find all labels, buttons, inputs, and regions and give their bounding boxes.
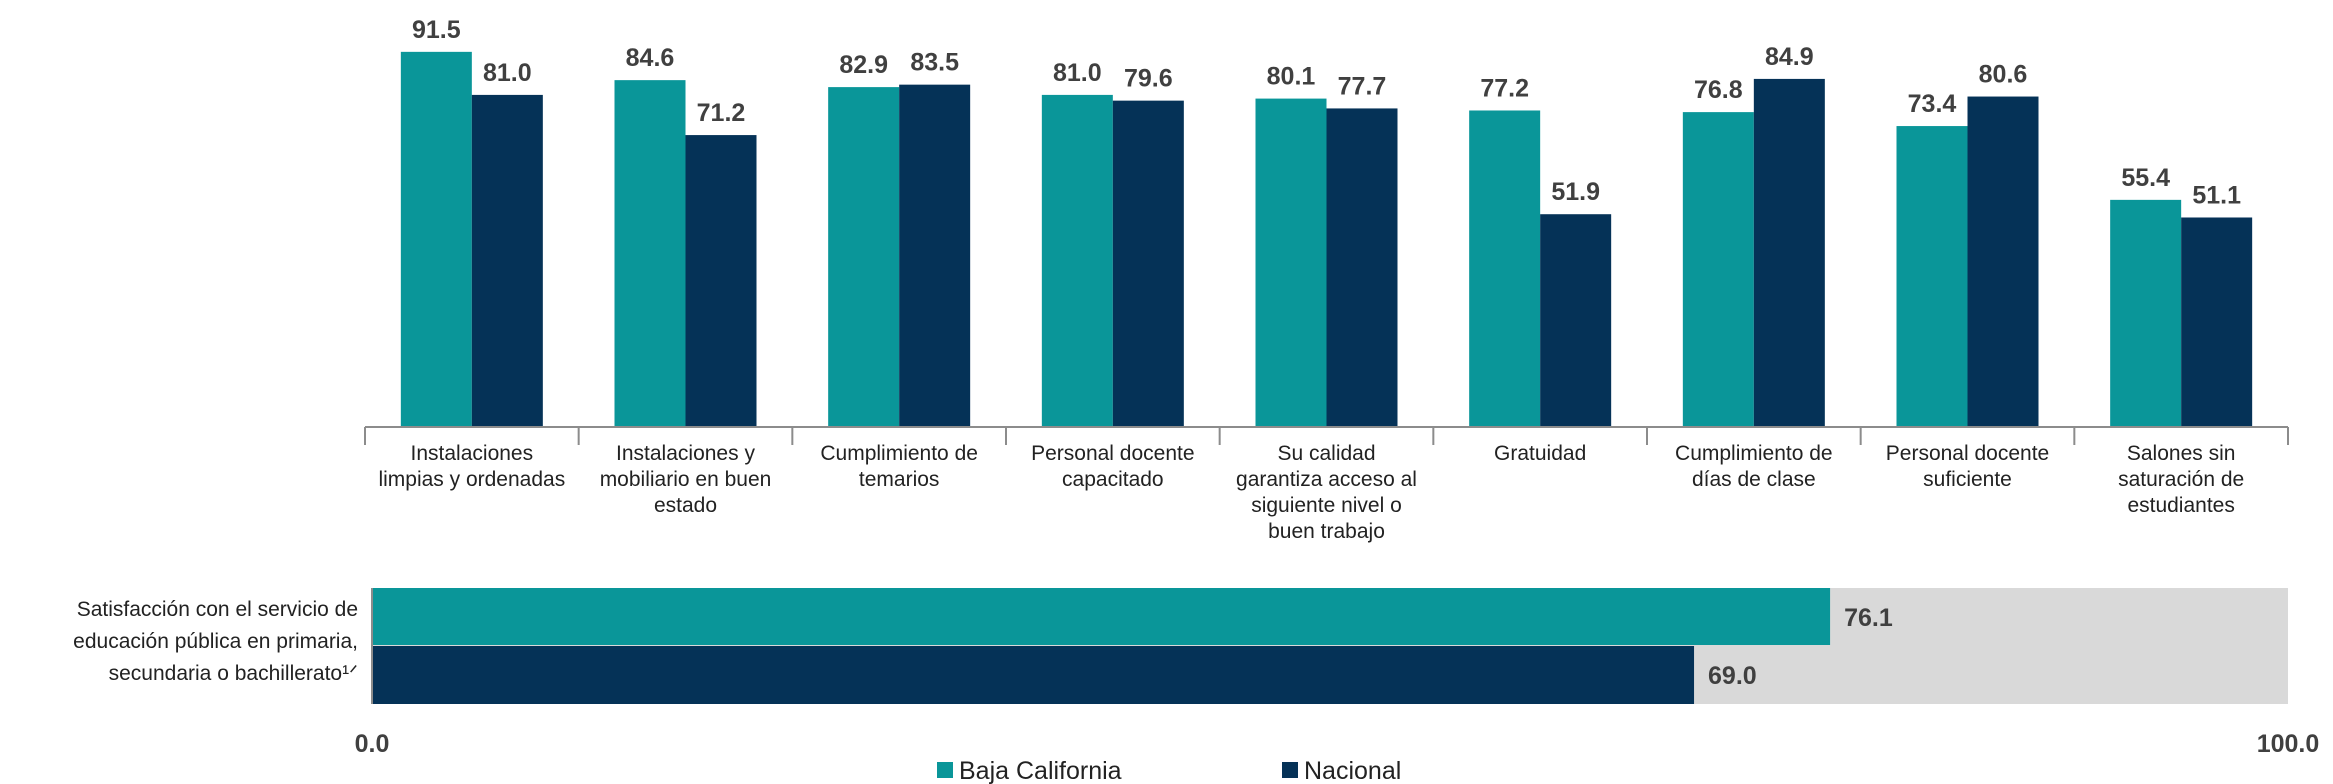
bar xyxy=(1540,214,1612,427)
bar xyxy=(1896,126,1968,427)
value-label: 69.0 xyxy=(1708,662,1757,690)
bar xyxy=(400,51,472,427)
legend-label: Baja California xyxy=(959,757,1122,784)
x-tick-label: Personal docente suficiente xyxy=(1885,442,2050,491)
value-label: 84.6 xyxy=(626,44,675,72)
bar xyxy=(899,84,971,428)
value-label: 51.1 xyxy=(2192,181,2241,209)
bar xyxy=(471,94,543,428)
bar xyxy=(1326,108,1398,428)
value-label: 82.9 xyxy=(839,51,888,79)
bar xyxy=(1255,98,1327,427)
value-label: 81.0 xyxy=(1053,59,1102,87)
bar xyxy=(1112,100,1184,427)
legend-swatch xyxy=(937,762,953,778)
value-label: 77.7 xyxy=(1338,72,1387,100)
bar xyxy=(372,588,1831,645)
bar xyxy=(2110,199,2182,427)
value-label: 84.9 xyxy=(1765,43,1814,71)
x-tick-label: Instalaciones y mobiliario en buen estad… xyxy=(599,442,772,517)
bar xyxy=(372,646,1695,704)
x-tick-label: Salones sin saturación de estudiantes xyxy=(2118,442,2245,517)
bar xyxy=(1469,110,1541,427)
x-tick-label: Instalaciones limpias y ordenadas xyxy=(378,442,566,491)
bar xyxy=(828,87,900,428)
bar xyxy=(1682,112,1754,428)
x-tick-label: Cumplimiento de temarios xyxy=(820,442,978,491)
value-label: 83.5 xyxy=(910,49,959,77)
legend-label: Nacional xyxy=(1304,757,1401,784)
value-label: 73.4 xyxy=(1908,90,1957,118)
bar xyxy=(1041,94,1113,428)
value-label: 80.1 xyxy=(1267,63,1316,91)
x-tick-label: 0.0 xyxy=(355,730,390,758)
bar xyxy=(1967,96,2039,427)
value-label: 81.0 xyxy=(483,59,532,87)
value-label: 51.9 xyxy=(1551,178,1600,206)
x-tick-label: Su calidad garantiza acceso al siguiente… xyxy=(1236,442,1417,543)
x-tick-label: 100.0 xyxy=(2257,730,2320,758)
value-label: 76.8 xyxy=(1694,76,1743,104)
value-label: 80.6 xyxy=(1979,61,2028,89)
legend-swatch xyxy=(1282,762,1298,778)
bar xyxy=(1753,78,1825,427)
value-label: 76.1 xyxy=(1844,604,1893,632)
x-tick-label: Cumplimiento de días de clase xyxy=(1675,442,1833,491)
value-label: 71.2 xyxy=(697,99,746,127)
x-tick-label: Gratuidad xyxy=(1494,442,1587,465)
bar xyxy=(614,80,686,427)
bar xyxy=(2181,217,2253,427)
value-label: 91.5 xyxy=(412,16,461,44)
value-label: 79.6 xyxy=(1124,65,1173,93)
value-label: 77.2 xyxy=(1480,74,1529,102)
y-tick-label: Satisfacción con el servicio de educació… xyxy=(73,598,358,685)
x-tick-label: Personal docente capacitado xyxy=(1031,442,1195,491)
value-label: 55.4 xyxy=(2121,164,2170,192)
bar xyxy=(685,135,757,427)
